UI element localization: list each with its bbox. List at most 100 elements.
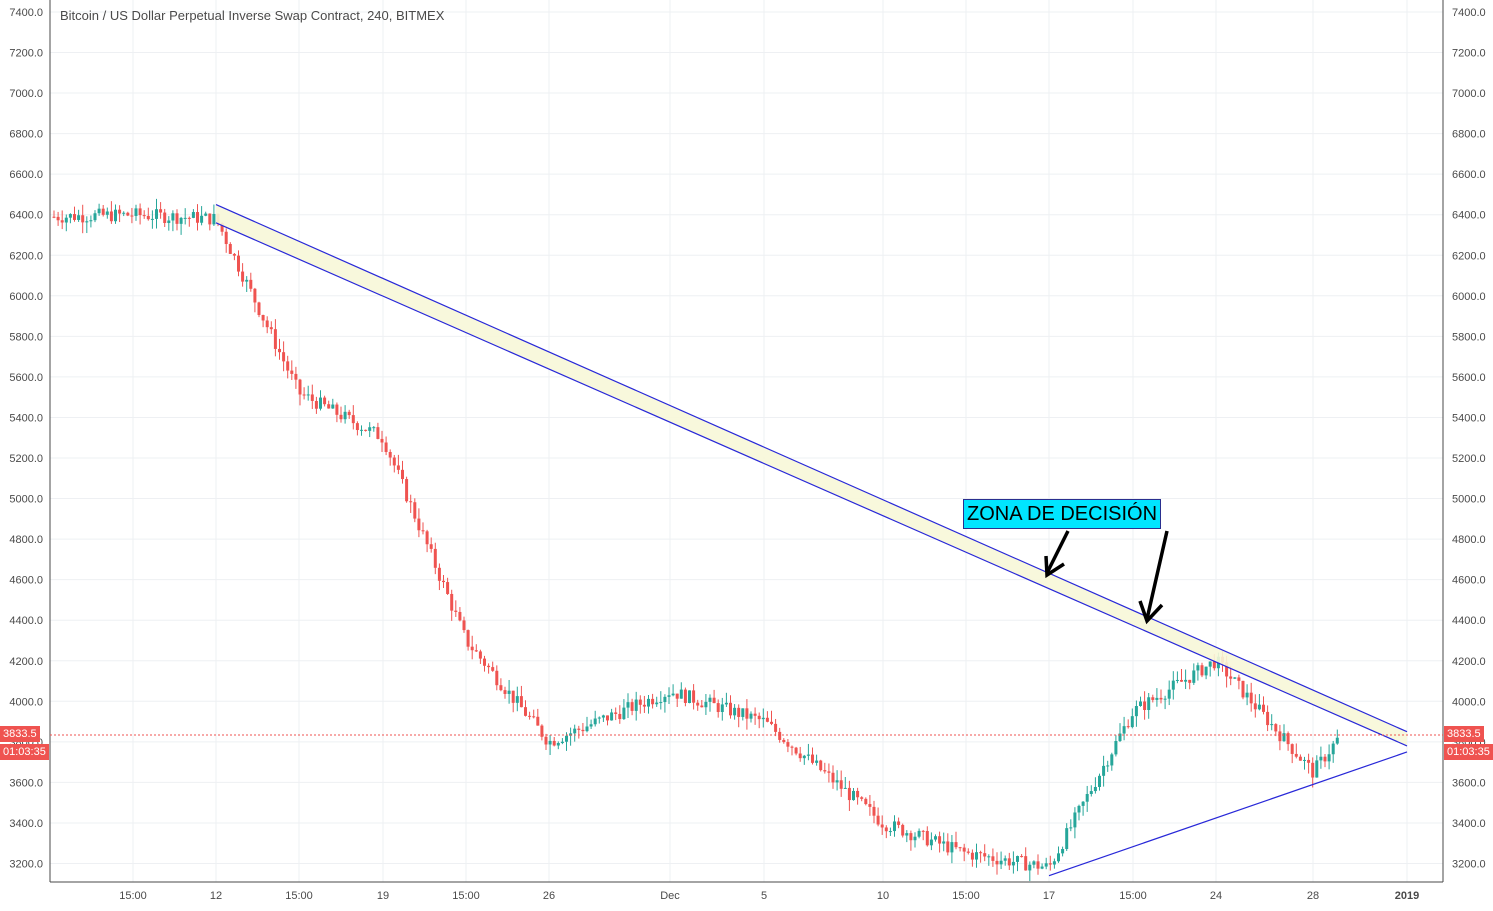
y-tick-label-left: 4400.0 [9,615,43,627]
y-tick-label-right: 4000.0 [1452,696,1486,708]
candle-body [388,451,392,458]
candle-body [1331,743,1335,755]
y-tick-label-left: 4000.0 [9,696,43,708]
candle-body [1282,733,1286,742]
y-tick-label-right: 6800.0 [1452,129,1486,141]
candle-body [339,414,343,420]
candle-body [806,754,810,756]
candle-body [519,696,523,708]
candle-body [1311,762,1315,778]
candle-body [942,841,946,844]
candle-body [770,721,773,724]
countdown-tag-right: 01:03:35 [1444,744,1493,760]
candle-body [515,696,519,703]
candle-body [532,716,536,718]
candle-body [89,220,93,222]
candle-body [314,400,318,409]
candle-body [995,860,999,865]
candle-body [544,736,548,745]
candle-body [253,288,257,303]
candle-body [302,394,306,396]
candle-body [778,731,782,740]
candle-body [524,707,527,716]
candle-body [556,743,560,746]
annotation-arrow [1145,530,1169,620]
candle-body [852,790,855,801]
candle-body [1253,703,1257,710]
candle-body [1106,765,1110,767]
x-tick-label: 17 [1043,890,1055,902]
candle-body [134,208,138,216]
candle-body [257,302,261,316]
candle-body [319,397,322,409]
annotation-label[interactable]: ZONA DE DECISIÓN [963,499,1162,529]
candle-body [1274,724,1278,732]
candle-body [155,209,158,219]
y-tick-label-right: 7200.0 [1452,48,1486,60]
candle-body [470,646,474,651]
x-tick-label: 12 [210,890,222,902]
candle-body [384,442,388,452]
candle-body [409,501,413,503]
candle-body [1188,679,1192,683]
candle-body [93,213,97,221]
candle-body [1204,666,1208,676]
candle-body [499,685,503,691]
candle-body [171,213,175,221]
candle-body [1130,716,1134,728]
candle-body [85,221,89,223]
candle-body [1171,680,1175,690]
candle-body [417,518,421,531]
candle-body [1151,697,1155,700]
decision-channel-fill [216,204,1407,746]
candle-body [196,212,199,223]
candle-body [1298,756,1302,761]
candle-body [1093,786,1097,792]
candle-body [671,693,675,696]
candle-body [528,715,532,717]
last-price-tag-right: 3833.5 [1444,726,1484,742]
candle-body [614,712,618,714]
y-tick-label-left: 5000.0 [9,494,43,506]
candle-body [663,696,667,703]
x-tick-label: 2019 [1395,890,1419,902]
candle-body [1126,726,1130,728]
y-tick-label-right: 3400.0 [1452,818,1486,830]
candle-body [958,847,962,849]
candle-body [487,665,491,668]
candle-body [282,352,286,362]
candle-body [405,479,409,502]
y-tick-label-left: 4800.0 [9,534,43,546]
candle-body [433,548,437,568]
candle-body [1007,858,1011,866]
candle-body [278,348,281,353]
y-tick-label-left: 6600.0 [9,169,43,181]
candle-body [950,842,954,853]
resistance-trendline [215,204,1408,733]
candle-body [187,217,191,219]
candle-body [286,361,290,371]
candle-body [901,824,905,836]
candle-body [827,771,831,773]
candles-group [52,198,1339,882]
candle-body [934,836,937,840]
candle-body [716,703,720,713]
candle-body [975,852,978,860]
candle-body [802,755,806,759]
candle-body [105,211,109,215]
y-tick-label-left: 5200.0 [9,453,43,465]
candle-body [1327,754,1331,762]
candle-body [884,827,888,832]
y-tick-label-right: 3200.0 [1452,859,1486,871]
candle-body [540,725,544,737]
y-tick-label-left: 4600.0 [9,575,43,587]
candle-body [610,712,614,721]
candle-body [893,821,896,832]
y-tick-label-right: 5000.0 [1452,494,1486,506]
candle-body [331,404,335,409]
candle-body [323,397,327,405]
y-tick-label-right: 5400.0 [1452,412,1486,424]
candle-body [183,217,187,219]
